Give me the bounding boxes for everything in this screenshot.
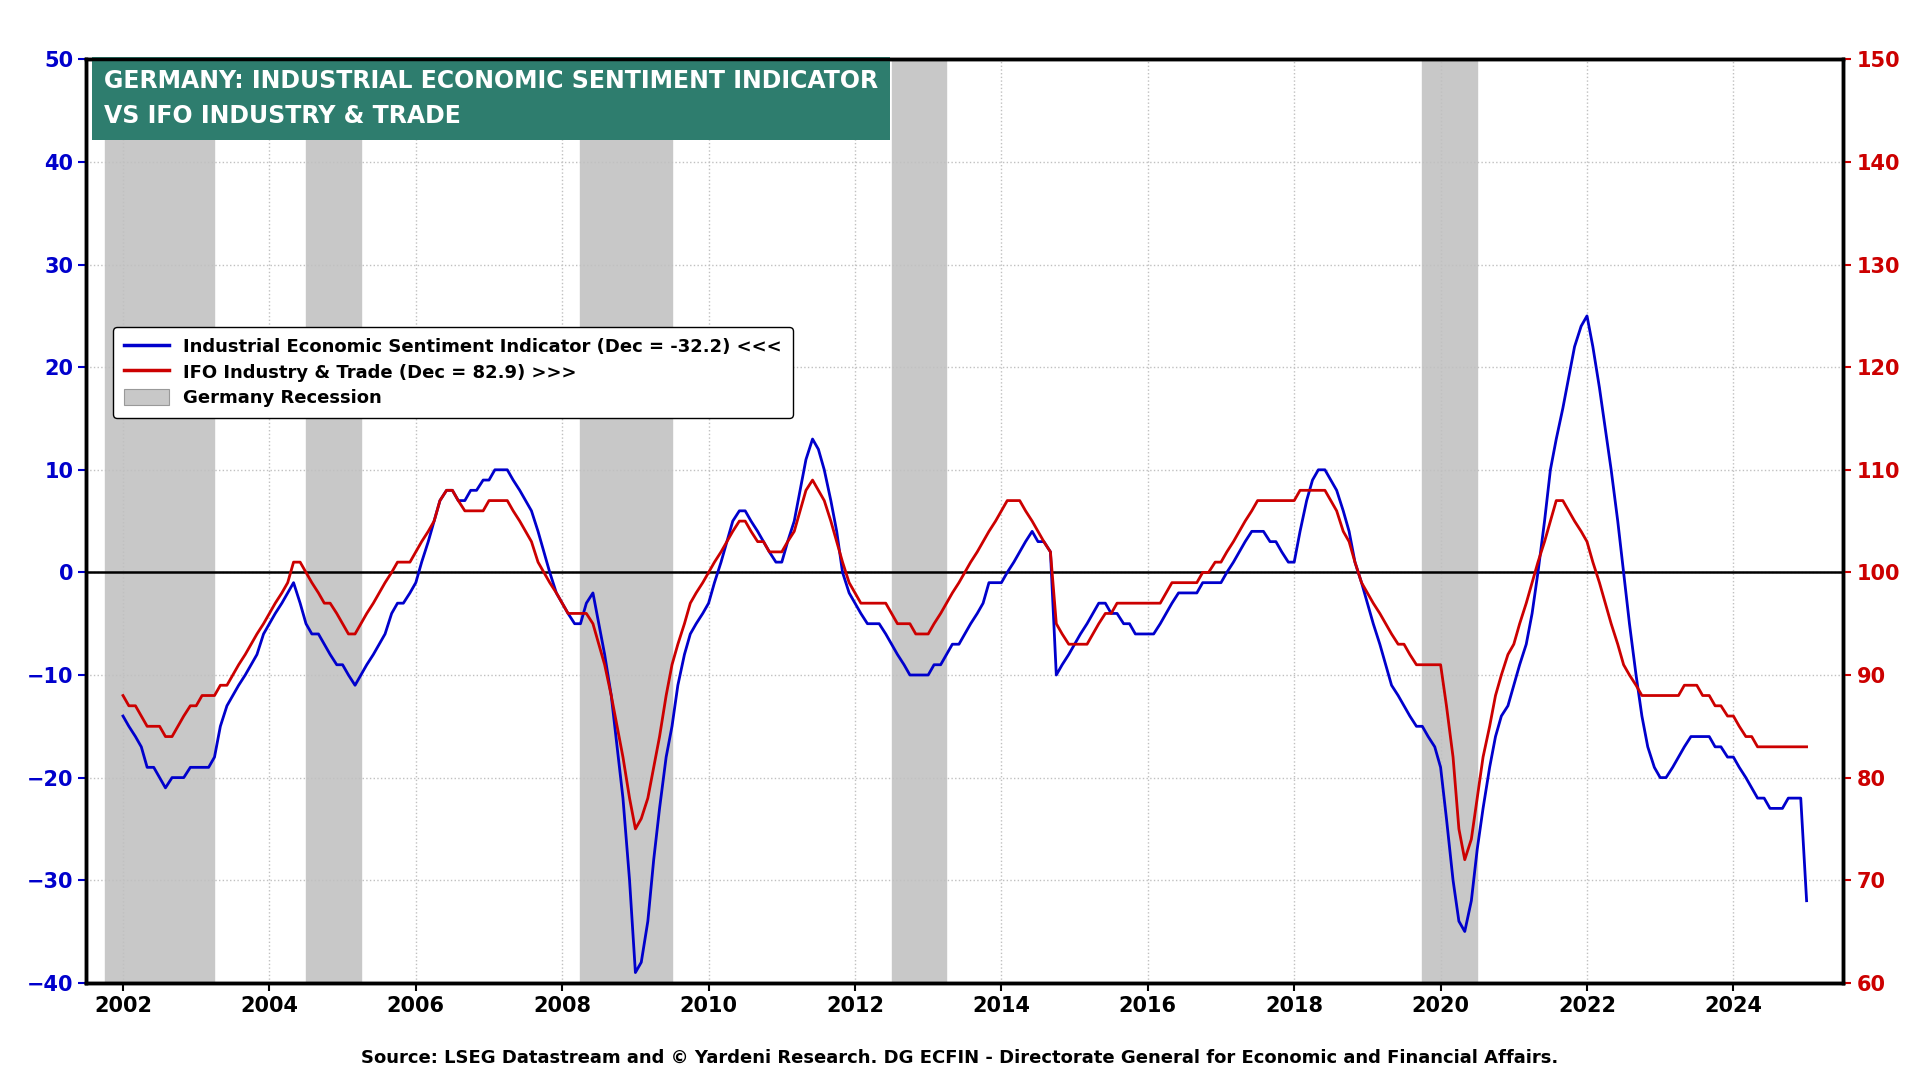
Bar (1423, 59, 1476, 983)
Legend: Industrial Economic Sentiment Indicator (Dec = -32.2) <<<, IFO Industry & Trade : Industrial Economic Sentiment Indicator … (113, 327, 793, 418)
Bar (305, 59, 361, 983)
Text: Source: LSEG Datastream and © Yardeni Research. DG ECFIN - Directorate General f: Source: LSEG Datastream and © Yardeni Re… (361, 1049, 1559, 1067)
Bar (580, 59, 672, 983)
Bar (891, 59, 947, 983)
Text: GERMANY: INDUSTRIAL ECONOMIC SENTIMENT INDICATOR
VS IFO INDUSTRY & TRADE: GERMANY: INDUSTRIAL ECONOMIC SENTIMENT I… (104, 69, 877, 129)
Bar (106, 59, 215, 983)
